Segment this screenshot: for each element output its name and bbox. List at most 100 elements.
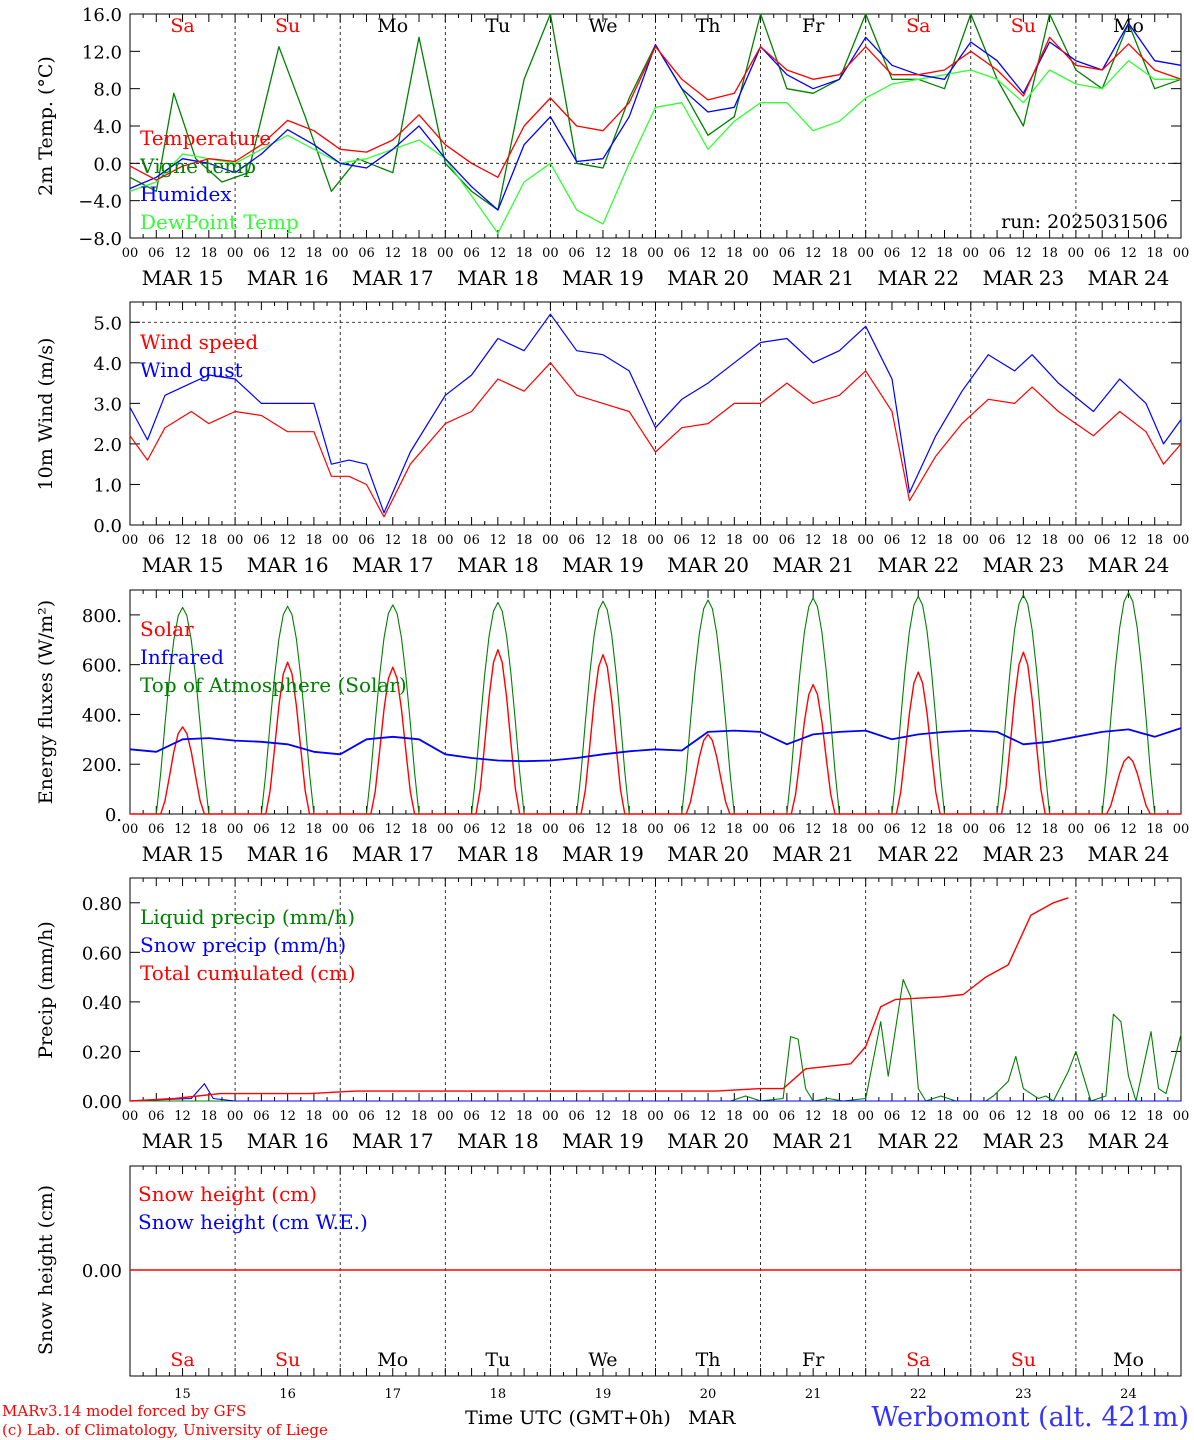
date-label: MAR 22 <box>877 1129 959 1153</box>
hour-label: 12 <box>384 822 401 837</box>
date-label: MAR 15 <box>142 1129 224 1153</box>
hour-label: 00 <box>752 822 769 837</box>
weekday-label: Su <box>1011 15 1036 37</box>
date-label: MAR 17 <box>352 266 434 290</box>
hour-label: 00 <box>1173 1109 1190 1124</box>
hour-label: 18 <box>936 822 953 837</box>
y-tick-label: 0.80 <box>82 894 122 915</box>
hour-label: 00 <box>437 246 454 261</box>
hour-label: 18 <box>1041 533 1058 548</box>
hour-label: 00 <box>963 246 980 261</box>
legend-label: Snow height (cm) <box>138 1182 317 1206</box>
y-tick-label: 3.0 <box>93 394 122 415</box>
hour-label: 12 <box>1120 533 1137 548</box>
hour-label: 06 <box>674 246 691 261</box>
hour-label: 06 <box>253 1109 270 1124</box>
hour-label: 00 <box>437 822 454 837</box>
y-tick-label: 0.40 <box>82 993 122 1014</box>
y-tick-label: 2.0 <box>93 435 122 456</box>
series-line-1 <box>129 313 1182 514</box>
hour-label: 12 <box>1015 822 1032 837</box>
date-label: MAR 23 <box>982 266 1064 290</box>
hour-label: 18 <box>201 822 218 837</box>
hour-label: 06 <box>568 822 585 837</box>
y-tick-label: 0. <box>105 805 122 826</box>
y-tick-label: −4.0 <box>78 192 122 213</box>
hour-label: 00 <box>963 533 980 548</box>
hour-label: 12 <box>805 246 822 261</box>
hour-label: 06 <box>358 822 375 837</box>
date-label: MAR 16 <box>247 266 329 290</box>
hour-label: 12 <box>1120 246 1137 261</box>
legend-label: Snow height (cm W.E.) <box>138 1210 368 1234</box>
hour-label: 12 <box>595 246 612 261</box>
month-label: MAR <box>688 1407 736 1429</box>
date-label: MAR 17 <box>352 553 434 577</box>
hour-label: 18 <box>306 246 323 261</box>
hour-label: 06 <box>779 1109 796 1124</box>
weekday-label: Mo <box>377 1349 408 1371</box>
run-annotation: run: 2025031506 <box>1001 211 1168 233</box>
hour-label: 00 <box>542 1109 559 1124</box>
weekday-label: Fr <box>802 15 825 37</box>
y-tick-label: 16.0 <box>82 5 122 26</box>
hour-label: 00 <box>647 1109 664 1124</box>
date-label: MAR 24 <box>1088 842 1170 866</box>
date-label: MAR 15 <box>142 553 224 577</box>
legend-label: Wind speed <box>140 330 258 354</box>
hour-label: 18 <box>306 533 323 548</box>
y-axis-label: 10m Wind (m/s) <box>35 338 57 491</box>
hour-label: 00 <box>332 1109 349 1124</box>
date-label: MAR 20 <box>667 1129 749 1153</box>
hour-label: 18 <box>726 1109 743 1124</box>
legend-label: Humidex <box>140 182 232 206</box>
hour-label: 06 <box>1094 1109 1111 1124</box>
series-line-cumulated <box>129 897 1069 1102</box>
date-label: MAR 16 <box>247 842 329 866</box>
hour-label: 00 <box>1068 533 1085 548</box>
hour-label: 00 <box>122 533 139 548</box>
weekday-label: Mo <box>1113 15 1144 37</box>
date-label: MAR 18 <box>457 842 539 866</box>
date-label: MAR 18 <box>457 553 539 577</box>
hour-label: 18 <box>831 533 848 548</box>
date-label: MAR 24 <box>1088 266 1170 290</box>
y-tick-label: 5.0 <box>93 313 122 334</box>
weekday-label: Su <box>275 1349 300 1371</box>
hour-label: 00 <box>647 246 664 261</box>
hour-label: 00 <box>227 822 244 837</box>
hour-label: 06 <box>1094 246 1111 261</box>
date-label: MAR 19 <box>562 553 644 577</box>
hour-label: 18 <box>1146 1109 1163 1124</box>
hour-label: 18 <box>1041 1109 1058 1124</box>
date-label: MAR 23 <box>982 1129 1064 1153</box>
hour-label: 12 <box>910 246 927 261</box>
y-tick-label: 0.60 <box>82 943 122 964</box>
hour-label: 12 <box>279 1109 296 1124</box>
series-line-3 <box>129 60 1181 234</box>
date-label: MAR 21 <box>772 266 854 290</box>
hour-label: 00 <box>1173 533 1190 548</box>
day-number: 18 <box>490 1387 507 1402</box>
hour-label: 00 <box>1173 822 1190 837</box>
legend-label: Temperature <box>140 126 271 150</box>
hour-label: 18 <box>726 533 743 548</box>
date-label: MAR 23 <box>982 842 1064 866</box>
legend-label: Liquid precip (mm/h) <box>140 905 355 929</box>
hour-label: 12 <box>490 1109 507 1124</box>
hour-label: 00 <box>437 533 454 548</box>
hour-label: 00 <box>647 822 664 837</box>
y-tick-label: 4.0 <box>93 354 122 375</box>
weekday-label: Tu <box>485 15 510 37</box>
y-tick-label: 0.00 <box>82 1261 122 1282</box>
hour-label: 18 <box>1041 246 1058 261</box>
day-number: 24 <box>1120 1387 1137 1402</box>
y-tick-label: 200. <box>82 755 122 776</box>
hour-label: 00 <box>542 246 559 261</box>
date-label: MAR 16 <box>247 553 329 577</box>
model-credit: MARv3.14 model forced by GFS <box>2 1402 246 1420</box>
weekday-label: Sa <box>906 15 930 37</box>
date-label: MAR 22 <box>877 842 959 866</box>
hour-label: 18 <box>936 246 953 261</box>
hour-label: 06 <box>463 822 480 837</box>
